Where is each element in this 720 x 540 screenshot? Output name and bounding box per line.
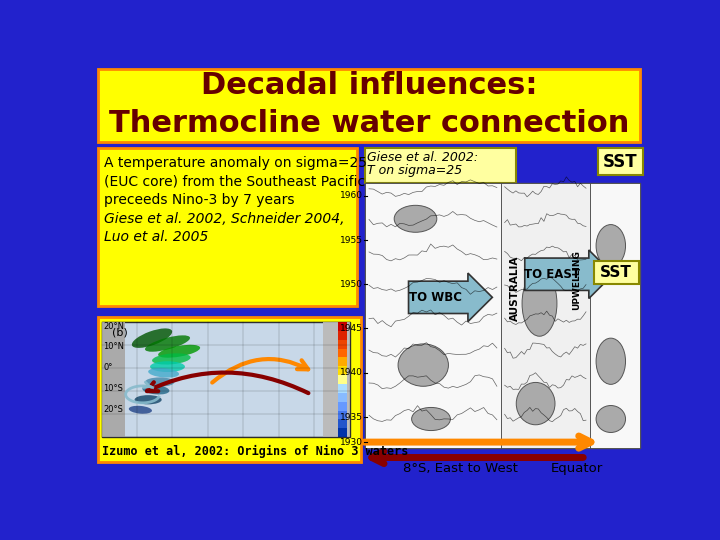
Bar <box>500 183 590 448</box>
Text: 1940: 1940 <box>340 368 363 377</box>
Text: 20°N: 20°N <box>103 322 124 331</box>
Bar <box>365 183 640 448</box>
FancyArrowPatch shape <box>212 359 308 382</box>
Bar <box>338 340 347 348</box>
Bar <box>338 393 347 402</box>
Text: 1955: 1955 <box>340 236 363 245</box>
Ellipse shape <box>129 406 152 414</box>
Bar <box>338 322 347 331</box>
Text: 1945: 1945 <box>340 323 363 333</box>
Text: Decadal influences:
Thermocline water connection: Decadal influences: Thermocline water co… <box>109 71 629 138</box>
Text: Giese et al. 2002, Schneider 2004,: Giese et al. 2002, Schneider 2004, <box>104 212 344 226</box>
Ellipse shape <box>145 335 190 352</box>
Ellipse shape <box>148 368 179 377</box>
Text: 0°: 0° <box>103 363 112 372</box>
FancyBboxPatch shape <box>598 148 642 175</box>
Bar <box>365 183 500 448</box>
Ellipse shape <box>398 344 449 386</box>
Text: SST: SST <box>600 265 632 280</box>
Bar <box>338 410 347 420</box>
Bar <box>102 322 350 437</box>
Bar <box>338 402 347 410</box>
Bar <box>338 384 347 393</box>
Ellipse shape <box>596 406 626 433</box>
Ellipse shape <box>145 377 174 387</box>
Text: 10°S: 10°S <box>103 384 123 393</box>
Text: UPWELLING: UPWELLING <box>572 251 581 310</box>
FancyBboxPatch shape <box>98 69 640 142</box>
Text: 10°N: 10°N <box>103 342 124 351</box>
Ellipse shape <box>158 345 200 357</box>
Text: (EUC core) from the Southeast Pacific: (EUC core) from the Southeast Pacific <box>104 175 365 189</box>
Ellipse shape <box>150 361 185 372</box>
Bar <box>590 183 640 448</box>
Ellipse shape <box>516 382 555 425</box>
Text: 1950: 1950 <box>340 280 363 289</box>
FancyArrowPatch shape <box>147 373 308 393</box>
Text: 1960: 1960 <box>340 191 363 200</box>
FancyBboxPatch shape <box>98 318 361 462</box>
FancyBboxPatch shape <box>594 261 639 284</box>
Text: Giese et al. 2002:: Giese et al. 2002: <box>367 151 479 164</box>
FancyArrowPatch shape <box>372 451 583 464</box>
Text: 20°S: 20°S <box>103 405 123 414</box>
Text: (b): (b) <box>112 328 127 338</box>
Text: Izumo et al, 2002: Origins of Nino 3 waters: Izumo et al, 2002: Origins of Nino 3 wat… <box>102 445 409 458</box>
Bar <box>338 375 347 384</box>
Ellipse shape <box>412 408 451 430</box>
Ellipse shape <box>522 271 557 336</box>
Ellipse shape <box>135 395 162 404</box>
FancyArrowPatch shape <box>364 436 591 448</box>
Bar <box>338 348 347 357</box>
FancyBboxPatch shape <box>525 250 613 299</box>
Text: 8°S, East to West: 8°S, East to West <box>403 462 518 475</box>
Text: T on sigma=25: T on sigma=25 <box>367 164 463 177</box>
Text: TO EAST: TO EAST <box>524 268 580 281</box>
Text: Luo et al. 2005: Luo et al. 2005 <box>104 230 208 244</box>
Ellipse shape <box>143 385 169 395</box>
Text: TO WBC: TO WBC <box>409 291 462 304</box>
Text: 1930: 1930 <box>340 437 363 447</box>
Bar <box>323 322 350 437</box>
Ellipse shape <box>596 338 626 384</box>
Text: A temperature anomaly on sigma=25: A temperature anomaly on sigma=25 <box>104 157 367 170</box>
FancyBboxPatch shape <box>98 148 357 306</box>
Bar <box>338 357 347 366</box>
Text: 1935: 1935 <box>340 413 363 422</box>
Ellipse shape <box>394 205 437 232</box>
Bar <box>102 322 125 437</box>
FancyBboxPatch shape <box>408 273 492 322</box>
Bar <box>338 331 347 340</box>
Text: AUSTRALIA: AUSTRALIA <box>510 255 520 321</box>
FancyBboxPatch shape <box>365 148 516 183</box>
Ellipse shape <box>596 225 626 267</box>
Ellipse shape <box>152 353 191 365</box>
Bar <box>338 420 347 428</box>
Text: preceeds Nino-3 by 7 years: preceeds Nino-3 by 7 years <box>104 193 294 207</box>
Bar <box>338 428 347 437</box>
Text: Equator: Equator <box>551 462 603 475</box>
Text: SST: SST <box>603 153 637 171</box>
Ellipse shape <box>132 328 172 348</box>
Bar <box>338 366 347 375</box>
